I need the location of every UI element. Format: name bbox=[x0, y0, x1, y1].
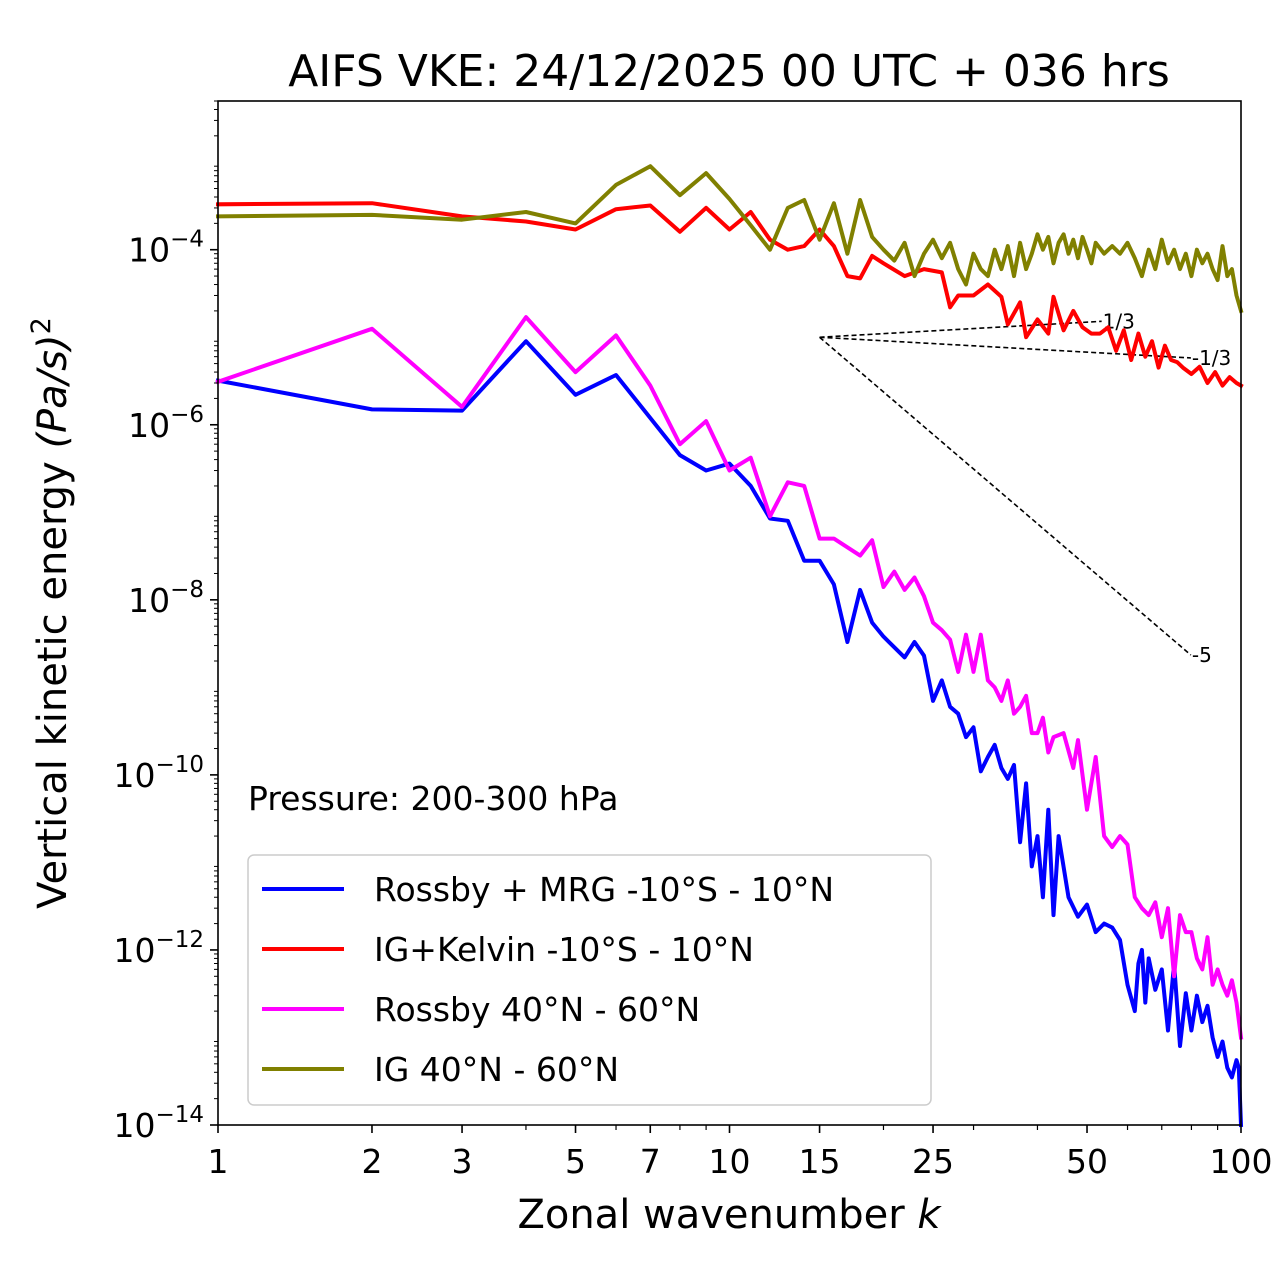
y-tick-exponent: −14 bbox=[155, 1102, 204, 1128]
x-tick-label: 50 bbox=[1066, 1142, 1108, 1181]
y-tick-label: 10−12 bbox=[113, 927, 204, 970]
y-tick-exponent: −12 bbox=[155, 927, 204, 953]
y-tick-base: 10 bbox=[113, 931, 155, 970]
series-lines bbox=[215, 164, 1244, 1128]
y-tick-label: 10−8 bbox=[128, 577, 204, 620]
series-line-rossby-mrg-10-s-10-n bbox=[215, 339, 1244, 1128]
y-tick-base: 10 bbox=[113, 756, 155, 795]
series-line-ig-40-n-60-n bbox=[215, 164, 1244, 314]
series-line-rossby-40-n-60-n bbox=[215, 315, 1244, 1040]
y-tick-base: 10 bbox=[128, 231, 170, 270]
y-tick-exponent: −6 bbox=[170, 402, 204, 428]
legend: Rossby + MRG -10°S - 10°N IG+Kelvin -10°S… bbox=[247, 854, 932, 1106]
reference-line-5 bbox=[819, 336, 1192, 656]
y-tick-exponent: −4 bbox=[170, 227, 204, 253]
x-tick-label: 100 bbox=[1210, 1142, 1273, 1181]
y-tick-label: 10−4 bbox=[128, 227, 204, 270]
x-tick-label: 1 bbox=[208, 1142, 229, 1181]
chart-title: AIFS VKE: 24/12/2025 00 UTC + 036 hrs bbox=[288, 46, 1170, 97]
y-axis-label-superscript: 2 bbox=[26, 317, 57, 334]
y-axis-label-text: Vertical kinetic energy bbox=[30, 461, 76, 909]
y-tick-label: 10−14 bbox=[113, 1102, 204, 1145]
y-tick-exponent: −10 bbox=[155, 752, 204, 778]
legend-label-ig-kelvin-10-s-10-n: IG+Kelvin -10°S - 10°N bbox=[374, 930, 754, 969]
x-axis-label-variable: k bbox=[917, 1192, 942, 1238]
x-tick-label: 3 bbox=[452, 1142, 473, 1181]
x-axis-label: Zonal wavenumber k bbox=[517, 1192, 942, 1238]
x-tick-label: 2 bbox=[361, 1142, 382, 1181]
legend-entries: Rossby + MRG -10°S - 10°N IG+Kelvin -10°S… bbox=[262, 870, 834, 1089]
x-tick-label: 10 bbox=[709, 1142, 751, 1181]
pressure-annotation: Pressure: 200-300 hPa bbox=[248, 779, 618, 818]
reference-label-5: -5 bbox=[1192, 643, 1212, 667]
reference-line-1-3 bbox=[819, 320, 1102, 339]
legend-label-ig-40-n-60-n: IG 40°N - 60°N bbox=[374, 1050, 619, 1089]
x-tick-label: 25 bbox=[912, 1142, 954, 1181]
y-tick-base: 10 bbox=[128, 406, 170, 445]
reference-line-1-3 bbox=[819, 336, 1191, 359]
y-tick-label: 10−6 bbox=[128, 402, 204, 445]
legend-label-rossby-mrg-10-s-10-n: Rossby + MRG -10°S - 10°N bbox=[374, 870, 834, 909]
legend-label-rossby-40-n-60-n: Rossby 40°N - 60°N bbox=[374, 990, 700, 1029]
x-tick-label: 5 bbox=[565, 1142, 586, 1181]
x-tick-label: 7 bbox=[640, 1142, 661, 1181]
y-tick-label: 10−10 bbox=[113, 752, 204, 795]
x-axis-ticks: 1 2 3 5 7 10 15 25 50 100 bbox=[208, 1125, 1273, 1181]
y-tick-exponent: −8 bbox=[170, 577, 204, 603]
x-tick-label: 15 bbox=[799, 1142, 841, 1181]
y-tick-base: 10 bbox=[113, 1106, 155, 1145]
y-axis-label: Vertical kinetic energy (Pa/s)2 bbox=[26, 317, 76, 909]
legend-box bbox=[247, 854, 932, 1106]
x-axis-label-text: Zonal wavenumber bbox=[517, 1192, 905, 1238]
reference-lines: 1/3-1/3-5 bbox=[819, 309, 1231, 667]
plot-area: 1/3-1/3-5 bbox=[215, 164, 1244, 1128]
y-tick-base: 10 bbox=[128, 581, 170, 620]
y-axis-label-unit: (Pa/s) bbox=[30, 334, 76, 448]
